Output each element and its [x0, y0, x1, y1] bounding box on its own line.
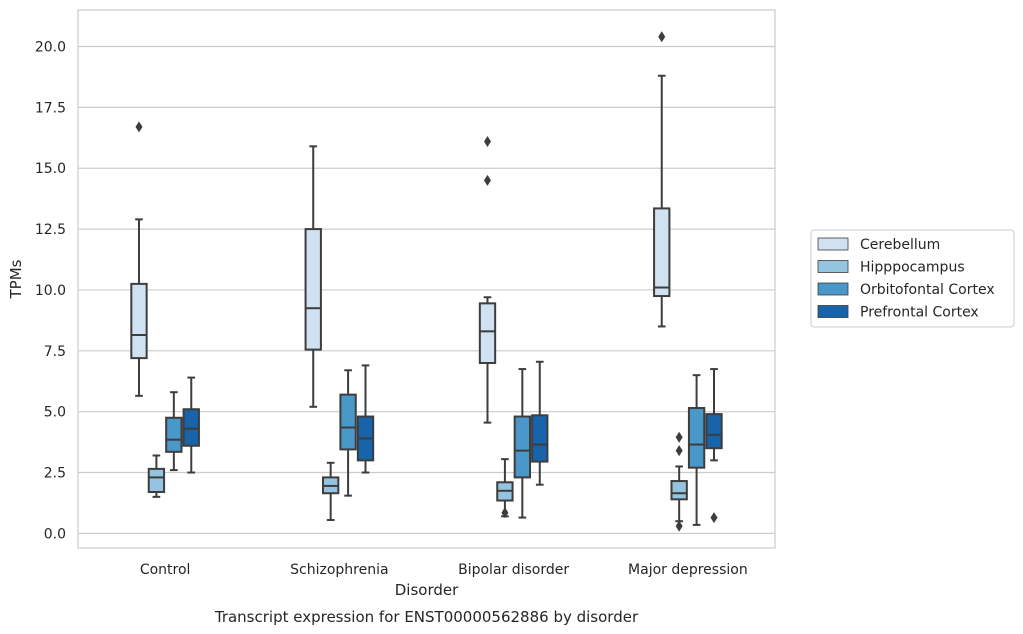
legend-label: Cerebellum — [860, 237, 940, 253]
y-tick-label: 0.0 — [44, 526, 66, 542]
outlier-point — [483, 174, 491, 186]
legend-frame — [810, 229, 1015, 328]
legend-swatch — [817, 260, 849, 273]
y-tick-label: 15.0 — [35, 161, 66, 177]
box-iqr — [653, 207, 671, 298]
y-tick-label: 7.5 — [44, 344, 66, 360]
legend-swatch — [817, 282, 849, 296]
outlier-point — [135, 121, 143, 133]
box-1-1 — [321, 461, 340, 522]
box-2-3 — [687, 374, 706, 526]
outlier-point — [675, 431, 683, 443]
y-tick-label: 2.5 — [44, 466, 66, 482]
box-2-1 — [339, 369, 357, 497]
box-3-0 — [182, 376, 200, 474]
box-0-0 — [130, 121, 148, 397]
box-0-2 — [478, 135, 497, 424]
boxes-layer — [130, 31, 723, 532]
box-1-0 — [147, 454, 166, 498]
box-iqr — [165, 416, 183, 453]
x-tick-label: Schizophrenia — [290, 562, 388, 578]
box-1-3 — [670, 431, 688, 532]
x-axis-label: Disorder — [395, 581, 459, 599]
y-axis-ticks: 0.0 2.5 5.0 7.5 10.0 12.5 15.0 17.5 20.0 — [35, 40, 66, 543]
box-iqr — [670, 480, 688, 501]
legend: Cerebellum Hipppocampus Orbitofontal Corte… — [810, 229, 1015, 328]
box-3-2 — [531, 360, 549, 486]
box-iqr — [705, 413, 723, 450]
box-iqr — [687, 407, 706, 469]
legend-swatch — [817, 237, 849, 251]
outlier-point — [658, 31, 666, 43]
y-axis-label: TPMs — [7, 259, 25, 299]
legend-swatch — [817, 305, 849, 318]
y-tick-label: 10.0 — [35, 283, 66, 299]
legend-label: Prefrontal Cortex — [860, 305, 979, 321]
x-tick-label: Major depression — [628, 562, 748, 578]
box-iqr — [513, 415, 532, 479]
box-1-2 — [496, 458, 514, 519]
chart-caption: Transcript expression for ENST0000056288… — [214, 608, 639, 626]
y-tick-label: 5.0 — [44, 405, 66, 421]
box-0-1 — [304, 145, 322, 408]
legend-label: Orbitofontal Cortex — [860, 282, 995, 298]
outlier-point — [501, 507, 509, 519]
y-tick-label: 17.5 — [35, 100, 66, 116]
outlier-point — [675, 445, 683, 457]
box-iqr — [478, 302, 497, 364]
box-3-1 — [356, 364, 375, 474]
plot-area — [77, 9, 776, 549]
box-0-3 — [653, 31, 671, 328]
box-3-3 — [705, 368, 723, 524]
outlier-point — [675, 520, 683, 532]
outlier-point — [710, 512, 718, 524]
box-2-2 — [513, 368, 532, 519]
box-iqr — [304, 228, 322, 351]
box-iqr — [339, 393, 357, 451]
box-iqr — [182, 408, 200, 447]
x-tick-label: Bipolar disorder — [458, 562, 569, 578]
gridlines — [78, 45, 775, 534]
x-axis-ticks: Control Schizophrenia Bipolar disorder Majo… — [140, 562, 748, 578]
box-iqr — [130, 282, 148, 360]
box-2-0 — [165, 391, 183, 472]
outlier-point — [483, 135, 491, 147]
y-tick-label: 20.0 — [35, 40, 66, 56]
box-iqr — [531, 414, 549, 463]
y-tick-label: 12.5 — [35, 222, 66, 238]
box-iqr — [147, 467, 166, 494]
legend-label: Hipppocampus — [860, 260, 965, 276]
x-tick-label: Control — [140, 562, 191, 578]
